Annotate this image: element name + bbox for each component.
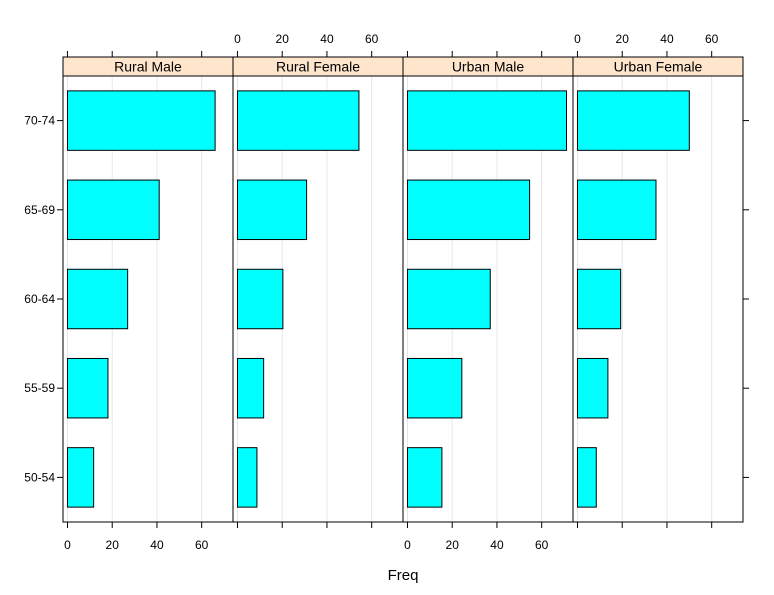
x-tick-label-top-rural-female-0: 0 [234, 32, 241, 46]
x-tick-label-bottom-urban-male-60: 60 [535, 538, 549, 552]
bar-rural-female-60-64 [236, 268, 284, 330]
bar-urban-female-70-74 [576, 90, 690, 151]
bar-rural-male-70-74 [66, 90, 216, 151]
y-tick-label-70-74: 70-74 [24, 114, 55, 128]
x-tick-label-bottom-urban-male-20: 20 [446, 538, 460, 552]
strip-layer: Rural Male Rural Female Urban Male Urban Fe… [62, 56, 744, 77]
bar-urban-male-60-64 [406, 268, 491, 330]
x-tick-label-top-urban-female-60: 60 [705, 32, 719, 46]
strip-label-rural-female: Rural Female [276, 59, 360, 75]
bar-urban-female-60-64 [576, 268, 622, 330]
y-tick-label-60-64: 60-64 [24, 292, 55, 306]
bar-rural-female-50-54 [236, 447, 258, 508]
x-tick-label-bottom-urban-male-0: 0 [404, 538, 411, 552]
x-tick-label-top-rural-female-40: 40 [320, 32, 334, 46]
bar-rural-male-50-54 [66, 447, 95, 508]
bar-rural-female-55-59 [236, 357, 265, 419]
x-tick-label-top-urban-female-20: 20 [616, 32, 630, 46]
x-tick-label-bottom-rural-male-0: 0 [64, 538, 71, 552]
x-tick-label-bottom-urban-male-40: 40 [490, 538, 504, 552]
bar-rural-female-70-74 [236, 90, 360, 151]
bars-layer [66, 90, 690, 508]
bar-rural-male-65-69 [66, 179, 160, 241]
bar-urban-male-55-59 [406, 357, 463, 419]
bar-rural-male-60-64 [66, 268, 129, 330]
x-tick-label-bottom-rural-male-20: 20 [106, 538, 120, 552]
bar-rural-male-55-59 [66, 357, 109, 419]
x-tick-label-top-rural-female-60: 60 [365, 32, 379, 46]
y-tick-label-65-69: 65-69 [24, 203, 55, 217]
axis-layer: 0 20 40 60 0 20 40 60 0 20 40 60 0 20 40 60 50-54 55-59 60… [24, 32, 749, 552]
bar-urban-male-50-54 [406, 447, 443, 508]
bar-rural-female-65-69 [236, 179, 308, 241]
strip-label-urban-male: Urban Male [452, 59, 525, 75]
x-tick-label-top-urban-female-40: 40 [660, 32, 674, 46]
bar-urban-female-50-54 [576, 447, 597, 508]
y-tick-label-50-54: 50-54 [24, 470, 55, 484]
strip-label-urban-female: Urban Female [614, 59, 703, 75]
bar-urban-male-65-69 [406, 179, 531, 241]
x-axis-title: Freq [388, 567, 419, 584]
strip-urban-female [572, 56, 744, 77]
y-tick-label-55-59: 55-59 [24, 381, 55, 395]
bar-urban-male-70-74 [406, 90, 568, 151]
x-tick-label-bottom-rural-male-40: 40 [150, 538, 164, 552]
x-tick-label-top-rural-female-20: 20 [276, 32, 290, 46]
bar-urban-female-65-69 [576, 179, 657, 241]
strip-label-rural-male: Rural Male [114, 59, 182, 75]
bar-urban-female-55-59 [576, 357, 609, 419]
x-tick-label-bottom-rural-male-60: 60 [195, 538, 209, 552]
x-tick-label-top-urban-female-0: 0 [574, 32, 581, 46]
